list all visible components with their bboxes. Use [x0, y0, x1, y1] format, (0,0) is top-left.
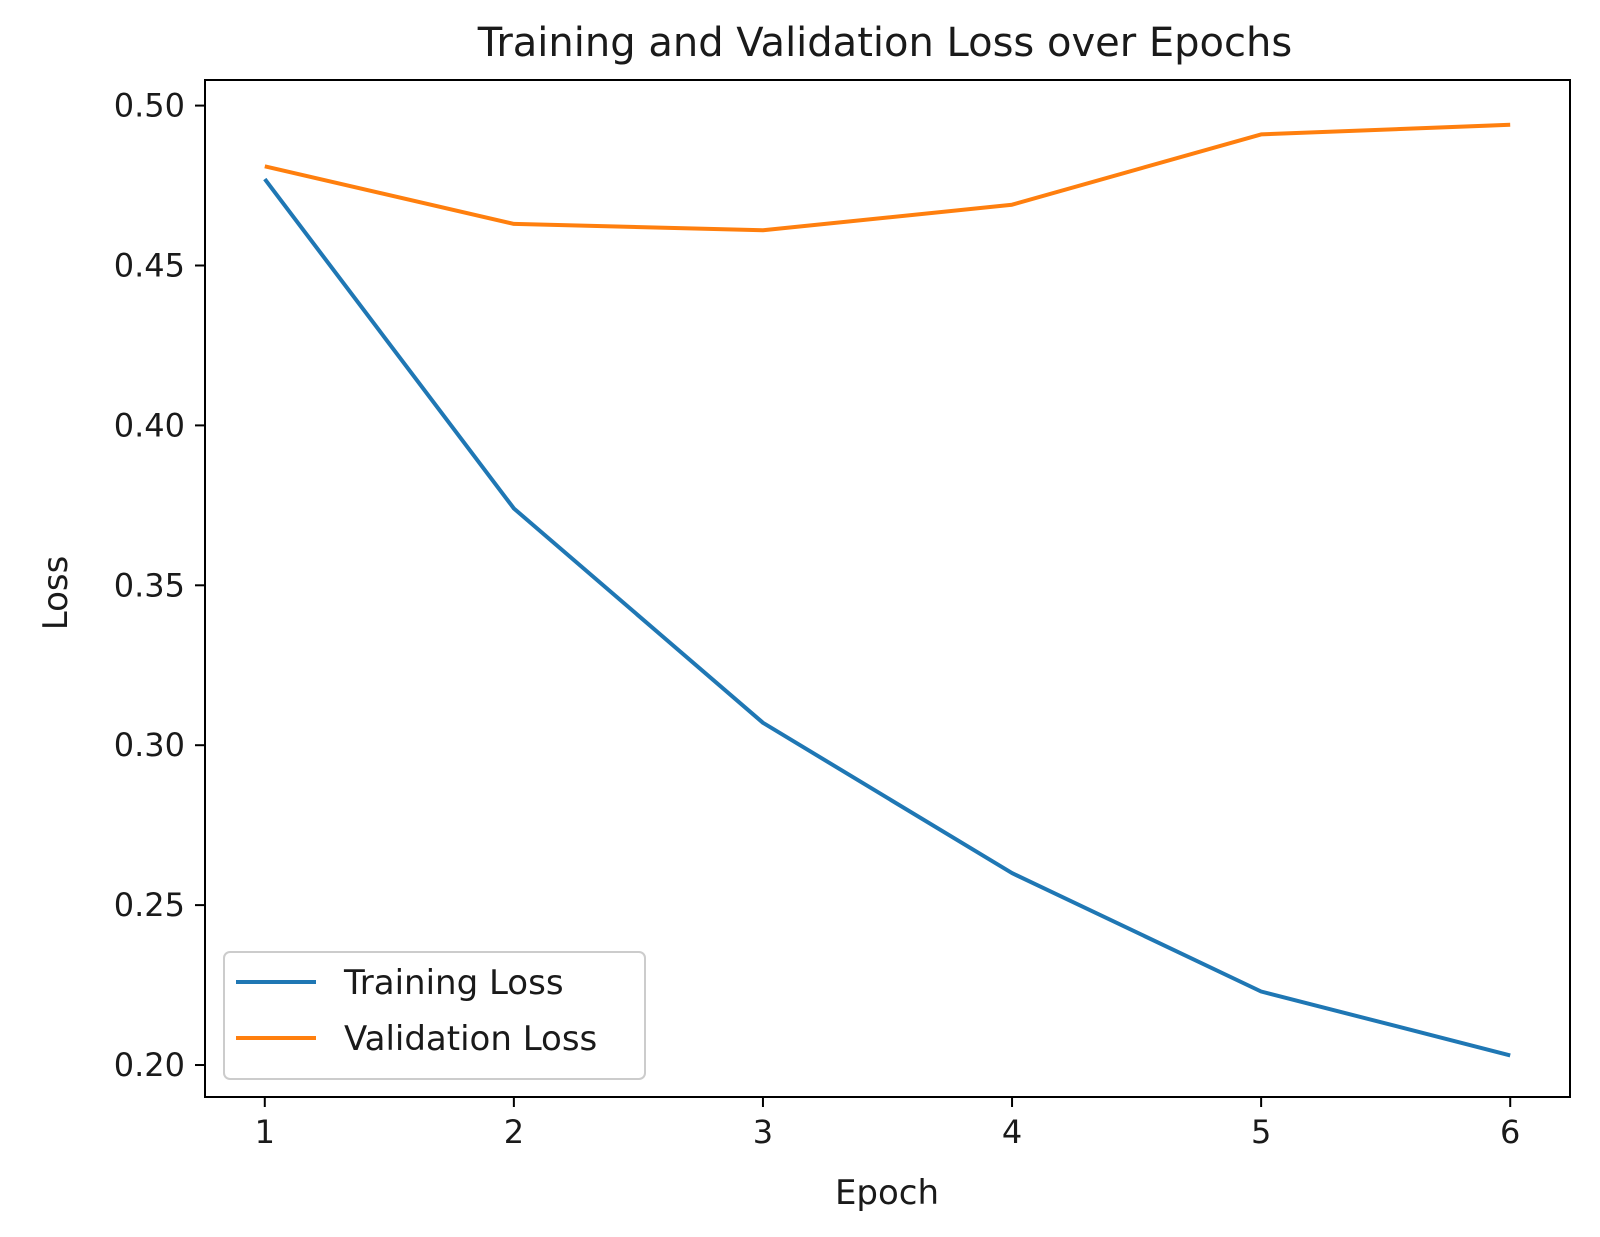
- legend-label-validation-loss: Validation Loss: [344, 1019, 597, 1059]
- legend: Training Loss Validation Loss: [223, 951, 646, 1080]
- series-layer: [263, 122, 1511, 1058]
- y-tick-label: 0.45: [114, 246, 185, 284]
- y-tick-label: 0.50: [114, 87, 185, 125]
- x-axis-label: Epoch: [835, 1173, 939, 1213]
- plot-frame: [204, 79, 1571, 1098]
- ticks-layer: 1 2 3 4 5 6 0.20 0.25 0.30 0.35 0.40 0.45 0.50: [114, 87, 1521, 1151]
- series-line-validation-loss: [264, 122, 1511, 233]
- y-tick-label: 0.25: [114, 886, 185, 924]
- x-tick-label: 3: [753, 1113, 773, 1151]
- y-tick-label: 0.35: [114, 566, 185, 604]
- y-axis-label: Loss: [36, 556, 76, 631]
- y-tick-label: 0.20: [114, 1046, 185, 1084]
- y-tick-label: 0.40: [114, 406, 185, 444]
- chart-title: Training and Validation Loss over Epochs: [477, 20, 1292, 66]
- legend-label-training-loss: Training Loss: [343, 963, 564, 1003]
- x-tick-label: 1: [255, 1113, 275, 1151]
- y-tick-label: 0.30: [114, 726, 185, 764]
- x-tick-label: 4: [1002, 1113, 1022, 1151]
- x-tick-label: 6: [1500, 1113, 1520, 1151]
- series-line-training-loss: [263, 177, 1511, 1058]
- x-tick-label: 5: [1251, 1113, 1271, 1151]
- x-tick-label: 2: [504, 1113, 524, 1151]
- legend-box: [223, 951, 646, 1080]
